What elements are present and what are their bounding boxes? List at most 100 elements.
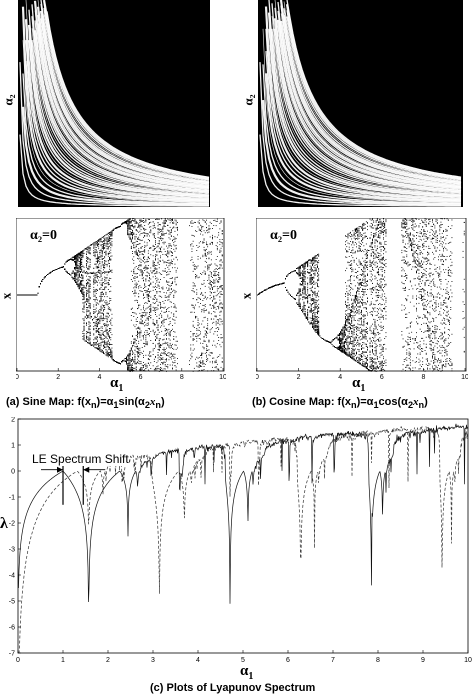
bif-sine-point: [93, 271, 95, 273]
bif-sine-point: [81, 281, 83, 283]
bif-sine-point: [109, 251, 110, 253]
bif-sine-point: [99, 312, 101, 314]
bif-sine-point: [109, 245, 110, 247]
bif-sine-point: [97, 348, 98, 350]
bif-sine-point: [101, 282, 103, 284]
bif-sine-point: [88, 300, 90, 302]
bif-sine-point: [88, 343, 90, 344]
bif-sine-point: [82, 256, 84, 258]
bif-sine-point: [101, 320, 103, 322]
bif-sine-point: [110, 259, 112, 261]
bif-sine-point: [81, 282, 83, 284]
bif-sine-point: [99, 328, 101, 329]
bif-sine-point: [101, 307, 103, 309]
bif-sine-point: [94, 342, 96, 344]
bif-sine-point: [95, 328, 97, 329]
heatmap-b-band: [286, 0, 462, 178]
bif-sine-point: [111, 358, 113, 360]
bif-sine-point: [97, 319, 98, 321]
bif-sine-point: [99, 320, 101, 322]
bif-sine-point: [93, 318, 95, 320]
bif-sine-point: [80, 272, 81, 273]
bif-sine-point: [94, 324, 96, 326]
bif-sine-point: [93, 346, 95, 347]
bif-sine-point: [89, 307, 91, 309]
bif-sine-point: [104, 343, 106, 345]
bif-sine-point: [106, 303, 108, 305]
bif-sine-point: [89, 331, 91, 333]
bif-sine-point: [109, 355, 110, 356]
bif-sine-point: [86, 331, 87, 333]
bif-sine-point: [106, 241, 108, 243]
bif-sine-point: [90, 244, 92, 246]
bif-sine-point: [87, 336, 89, 338]
bif-sine-point: [74, 256, 75, 257]
bif-sine-point: [75, 261, 77, 263]
bif-sine-point: [76, 266, 78, 268]
bif-sine-point: [98, 257, 100, 259]
bif-sine-point: [100, 276, 102, 277]
heatmap-b-band: [271, 3, 462, 194]
bif-sine-point: [104, 342, 106, 344]
bif-sine-point: [75, 266, 77, 268]
bif-sine-point: [35, 294, 37, 296]
bif-sine-point: [77, 269, 79, 271]
bif-sine-point: [100, 298, 102, 300]
bif-sine-point: [82, 271, 84, 273]
bif-sine-point: [93, 267, 95, 269]
bif-sine-point: [104, 278, 106, 280]
bif-sine-point: [84, 287, 86, 289]
bif-sine-point: [87, 311, 89, 313]
bif-sine-point: [95, 325, 97, 327]
bif-sine-point: [98, 264, 100, 266]
bif-sine-point: [89, 248, 91, 249]
bif-sine-point: [104, 309, 106, 310]
bif-sine-point: [88, 291, 90, 293]
bif-sine-point: [95, 249, 97, 251]
bif-sine-point: [78, 257, 80, 259]
heatmap-b-band: [273, 18, 462, 193]
bif-sine-point: [100, 350, 102, 352]
bif-sine-point: [106, 237, 108, 239]
bif-sine-point: [87, 289, 89, 291]
bif-sine-point: [100, 338, 102, 339]
bif-sine-point: [104, 276, 106, 278]
bif-sine-point: [89, 272, 91, 274]
bif-sine-point: [103, 331, 104, 333]
bif-sine-point: [107, 260, 109, 262]
bif-sine-point: [95, 337, 97, 339]
bif-sine-point: [105, 260, 107, 262]
heatmap-b-band: [286, 16, 462, 181]
bif-sine-point: [94, 256, 96, 258]
bif-sine-point: [76, 259, 78, 260]
bif-sine-point: [74, 275, 75, 277]
bif-sine-point: [98, 344, 100, 346]
bif-sine-point: [104, 323, 106, 325]
bif-sine-point: [88, 323, 90, 325]
bif-sine-point: [100, 351, 102, 353]
bif-sine-point: [78, 267, 80, 268]
heatmap-a-band: [43, 14, 210, 182]
bif-sine-point: [106, 350, 108, 352]
bif-sine-point: [93, 328, 95, 330]
bif-sine-point: [101, 288, 103, 290]
heatmap-b-band: [259, 134, 461, 207]
heatmap-a-band: [21, 106, 210, 206]
bif-sine-point: [104, 242, 106, 244]
bif-sine-point: [106, 282, 108, 284]
bif-sine-point: [89, 291, 91, 293]
bif-sine-point: [110, 337, 112, 339]
bif-sine-point: [99, 271, 101, 273]
bif-sine-point: [57, 268, 58, 270]
bif-sine-point: [105, 346, 107, 348]
bif-sine-point: [103, 244, 104, 246]
bif-sine-point: [84, 248, 86, 250]
bif-sine-point: [105, 327, 107, 329]
bif-sine-point: [98, 329, 100, 331]
bif-sine-point: [99, 239, 101, 241]
bif-sine-point: [107, 306, 109, 308]
bif-sine-point: [104, 286, 106, 288]
bif-sine-point: [89, 253, 91, 255]
bif-sine-point: [82, 289, 84, 291]
bif-sine-point: [93, 286, 95, 288]
